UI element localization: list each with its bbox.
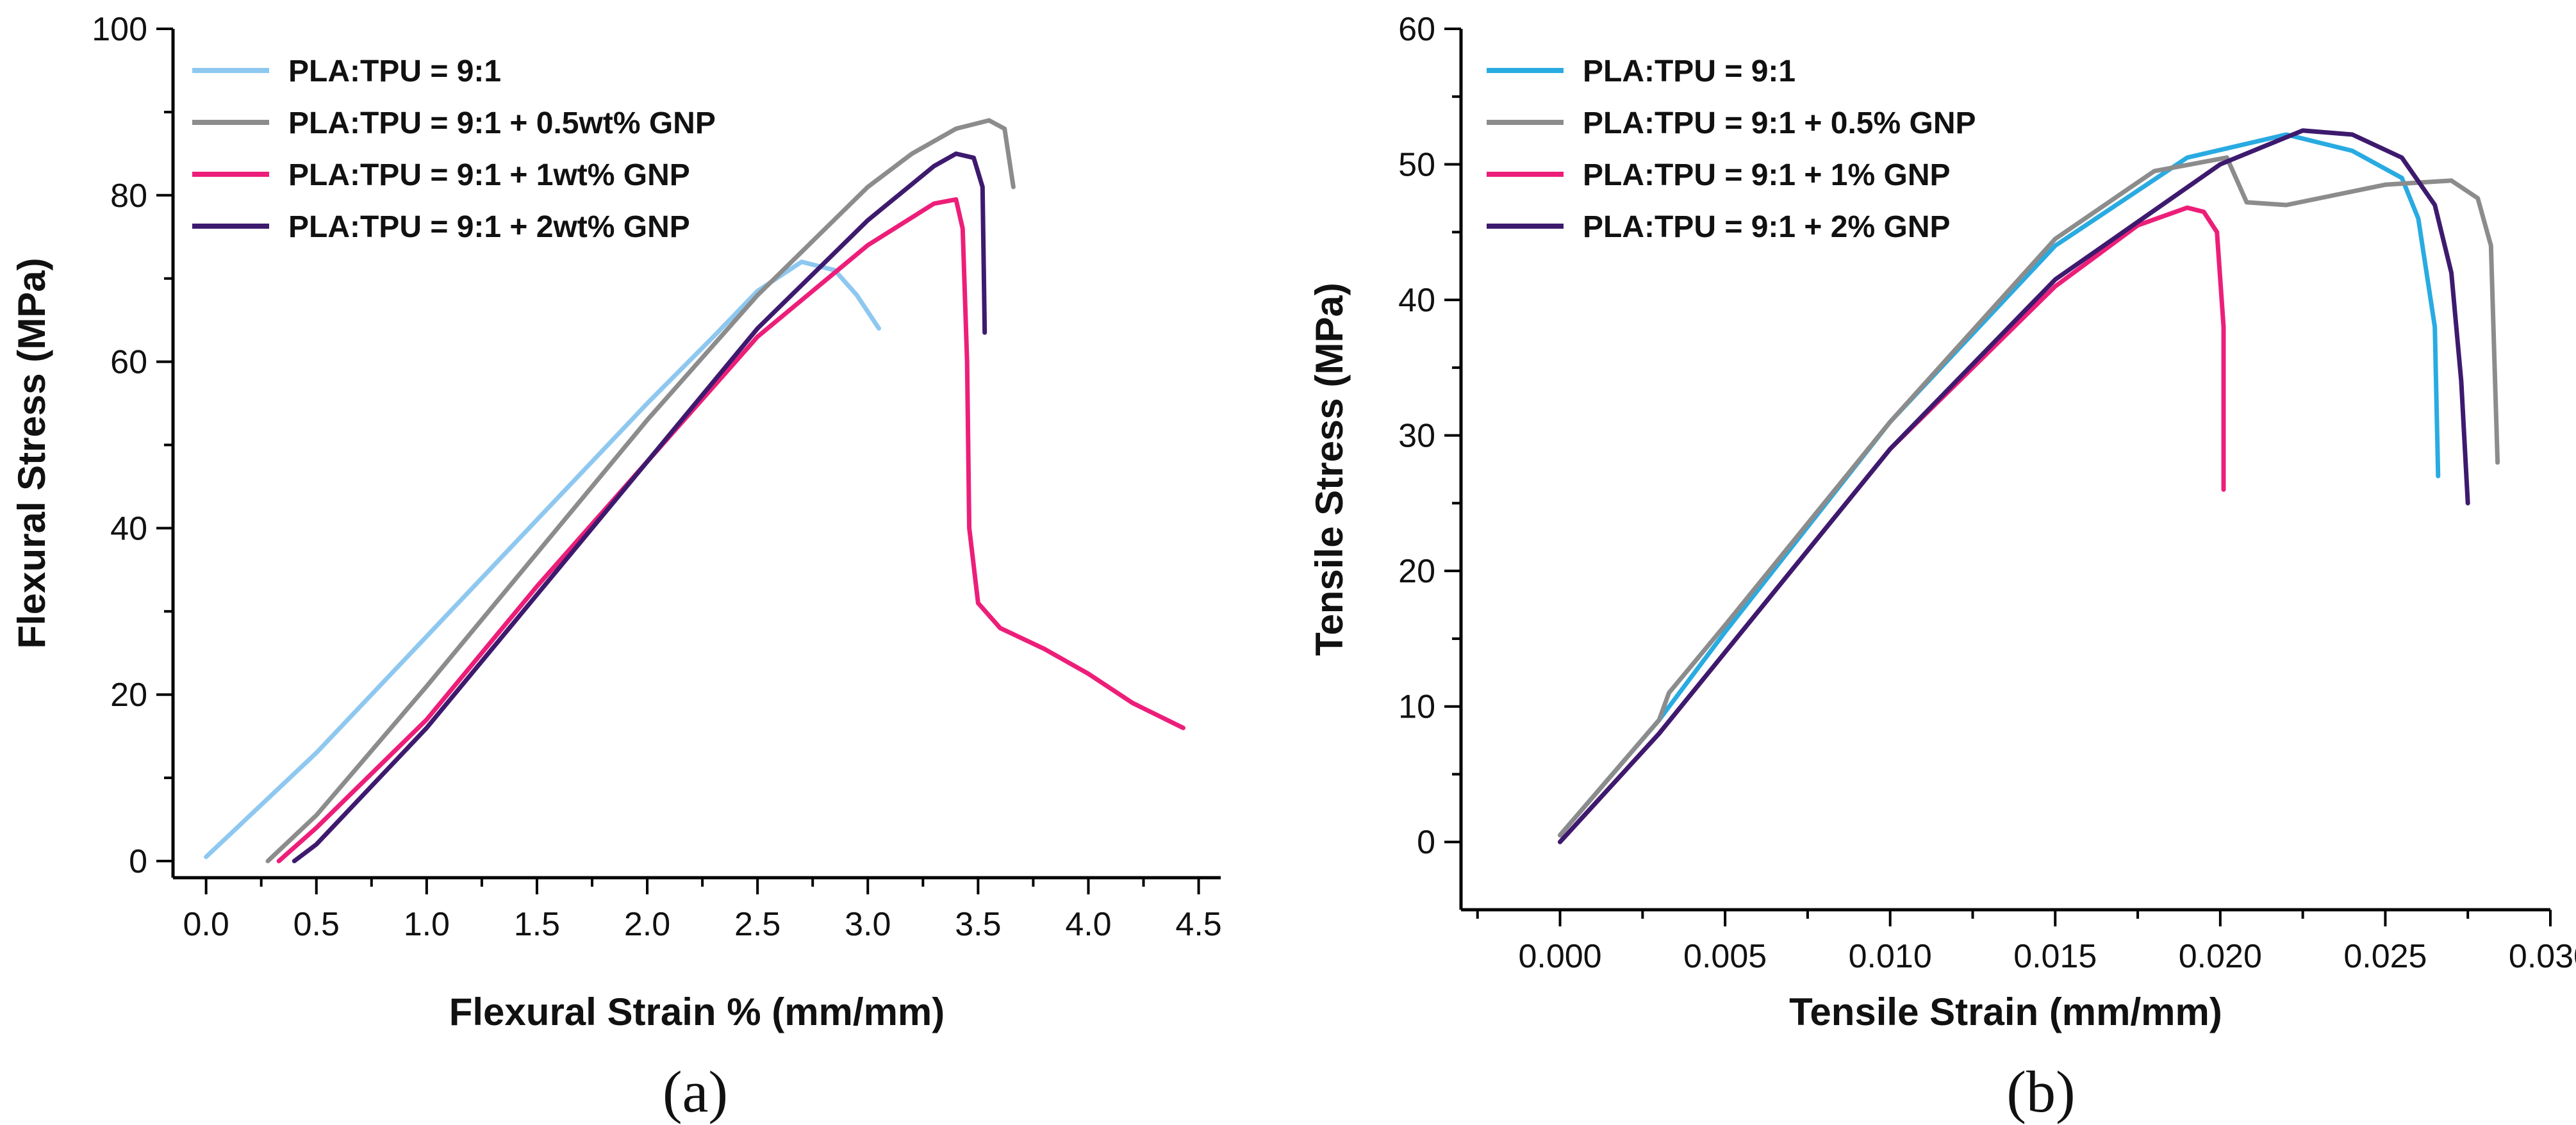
chart-a-x-tick-label: 4.0 <box>1065 906 1111 943</box>
chart-a-series-3-line <box>276 197 1185 864</box>
chart-a-x-tick-label: 0.0 <box>183 906 229 943</box>
chart-b-y-axis-title: Tensile Stress (MPa) <box>1308 283 1351 655</box>
chart-a-y-tick-label: 0 <box>129 843 147 880</box>
chart-b-y-tick-label: 30 <box>1398 418 1435 455</box>
chart-a-series-2-line <box>265 118 1016 864</box>
chart-a-y-tick-label: 80 <box>110 177 147 215</box>
chart-b-legend-label: PLA:TPU = 9:1 + 2% GNP <box>1583 210 1951 244</box>
chart-b-x-tick-label: 0.020 <box>2179 938 2262 975</box>
chart-b-series-3-line <box>1558 205 2226 844</box>
chart-b-x-tick-label: 0.015 <box>2013 938 2097 975</box>
chart-b-legend-label: PLA:TPU = 9:1 <box>1583 54 1796 88</box>
chart-a-y-tick-label: 60 <box>110 344 147 381</box>
chart-a-y-tick-label: 40 <box>110 510 147 547</box>
chart-b-x-tick-label: 0.030 <box>2509 938 2576 975</box>
chart-a-series-1-line <box>204 259 881 859</box>
chart-b-series-4-line <box>1558 128 2470 844</box>
chart-a-y-tick-label: 20 <box>110 677 147 714</box>
chart-b-legend-label: PLA:TPU = 9:1 + 0.5% GNP <box>1583 106 1976 140</box>
chart-b-x-tick-label: 0.010 <box>1849 938 1932 975</box>
chart-a-x-tick-label: 2.0 <box>624 906 670 943</box>
chart-a-x-tick-label: 4.5 <box>1175 906 1221 943</box>
chart-b-legend-label: PLA:TPU = 9:1 + 1% GNP <box>1583 158 1951 192</box>
chart-a-x-tick-label: 3.5 <box>955 906 1001 943</box>
chart-b-y-tick-label: 50 <box>1398 147 1435 184</box>
chart-b-x-tick-label: 0.005 <box>1683 938 1767 975</box>
chart-b-y-tick-label: 20 <box>1398 553 1435 590</box>
chart-b-y-tick-label: 10 <box>1398 689 1435 726</box>
chart-b-x-tick-label: 0.025 <box>2343 938 2427 975</box>
chart-a-y-axis-title: Flexural Stress (MPa) <box>10 258 53 648</box>
chart-a-x-tick-label: 3.0 <box>845 906 891 943</box>
chart-a-x-tick-label: 0.5 <box>293 906 340 943</box>
chart-a-series-4-line <box>292 151 987 864</box>
chart-b-y-tick-label: 40 <box>1398 282 1435 319</box>
chart-a-panel-label: (a) <box>663 1059 728 1124</box>
chart-a-legend-label: PLA:TPU = 9:1 <box>288 54 501 88</box>
chart-b-x-axis-title: Tensile Strain (mm/mm) <box>1789 990 2222 1033</box>
chart-a-x-tick-label: 1.5 <box>514 906 560 943</box>
chart-a-y-tick-label: 100 <box>92 11 147 48</box>
chart-a-legend-label: PLA:TPU = 9:1 + 2wt% GNP <box>288 210 690 244</box>
chart-b-y-tick-label: 60 <box>1398 11 1435 48</box>
chart-a-x-axis-title: Flexural Strain % (mm/mm) <box>449 990 945 1033</box>
chart-a-x-tick-label: 1.0 <box>404 906 450 943</box>
chart-a-legend-label: PLA:TPU = 9:1 + 0.5wt% GNP <box>288 106 716 140</box>
chart-b-panel-label: (b) <box>2006 1059 2075 1124</box>
chart-a-x-tick-label: 2.5 <box>734 906 780 943</box>
chart-b: 0.000 0.005 0.010 0.015 0.020 0.025 0.030 0 10 20… <box>1308 11 2576 1124</box>
chart-b-x-tick-label: 0.000 <box>1518 938 1601 975</box>
chart-b-series-2-line <box>1558 155 2500 838</box>
chart-a-legend-label: PLA:TPU = 9:1 + 1wt% GNP <box>288 158 690 192</box>
chart-b-y-tick-label: 0 <box>1417 824 1435 861</box>
chart-b-series-1-line <box>1558 132 2441 838</box>
chart-a: 0.0 0.5 1.0 1.5 2.0 2.5 3.0 3.5 4.0 4.5 0 20 40 60 80 1… <box>10 11 1222 1124</box>
